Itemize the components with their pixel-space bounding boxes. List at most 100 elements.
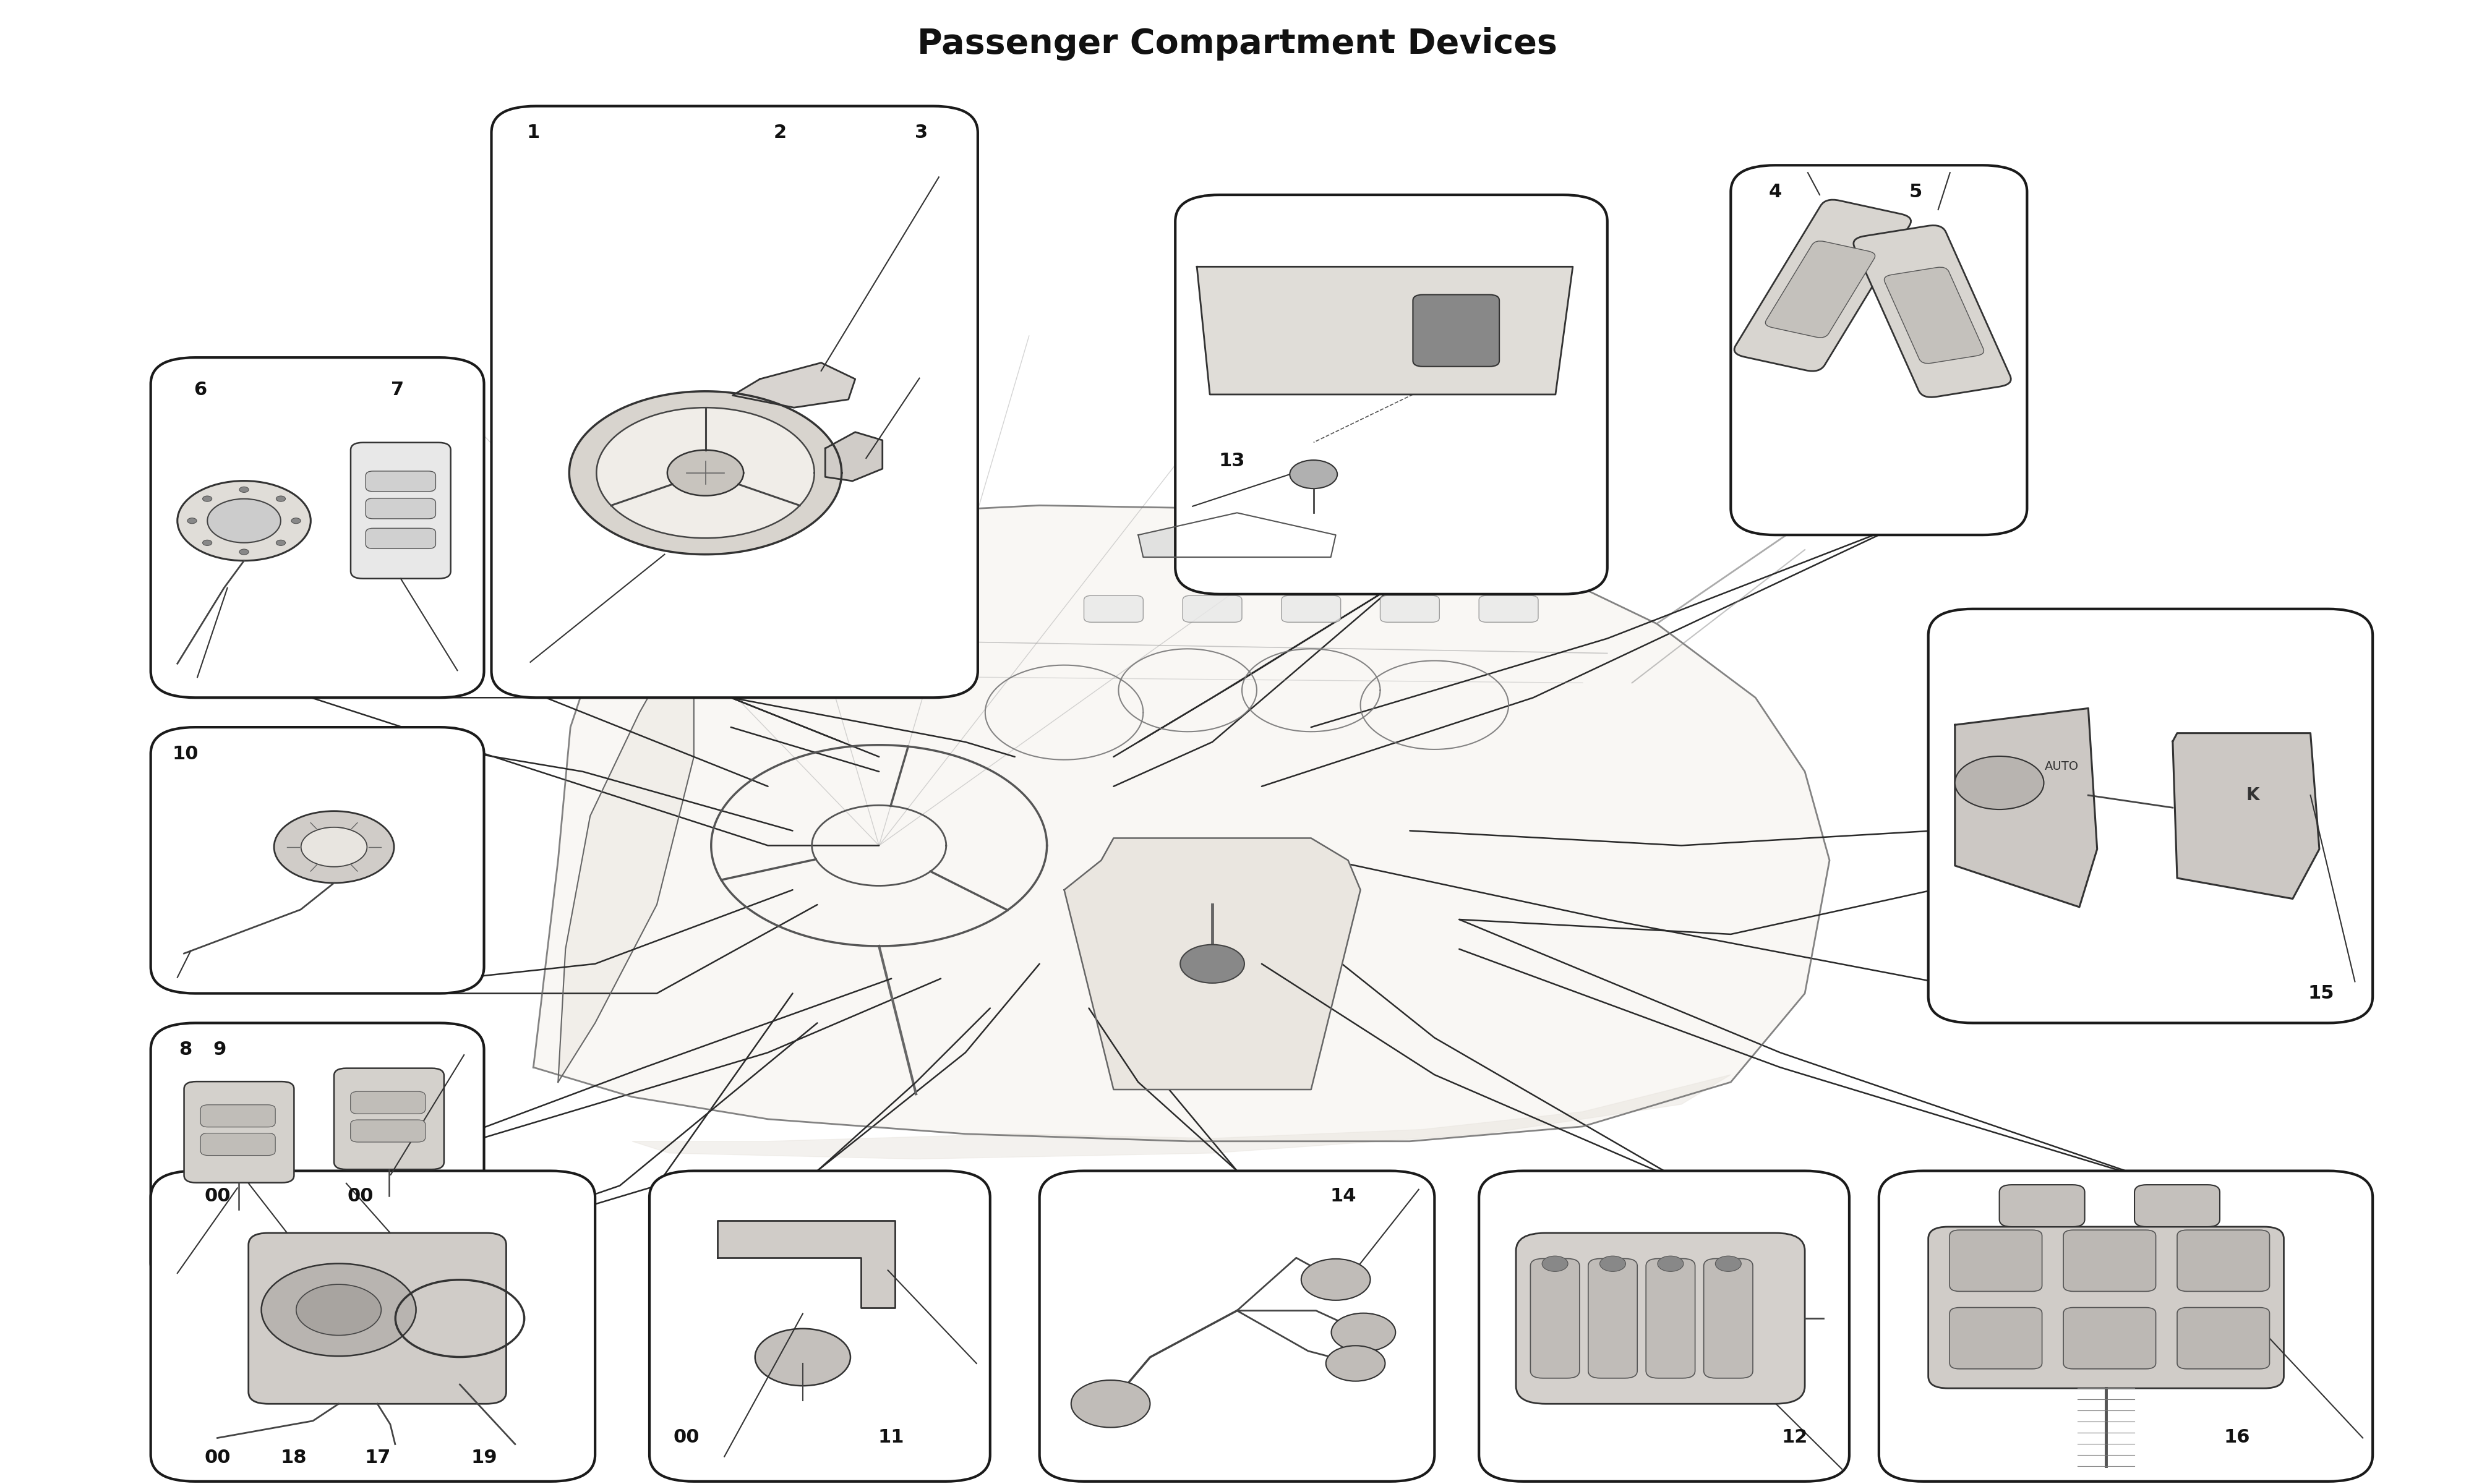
FancyBboxPatch shape	[2063, 1230, 2155, 1291]
Circle shape	[277, 540, 285, 546]
FancyBboxPatch shape	[183, 1082, 294, 1183]
Polygon shape	[732, 362, 856, 408]
Circle shape	[178, 481, 312, 561]
Text: 11: 11	[878, 1428, 905, 1445]
Circle shape	[203, 496, 213, 502]
Text: AUTO: AUTO	[2044, 760, 2078, 772]
Circle shape	[1301, 1258, 1371, 1300]
Polygon shape	[1138, 513, 1336, 556]
Text: K: K	[2246, 787, 2259, 804]
FancyBboxPatch shape	[1039, 1171, 1435, 1481]
FancyBboxPatch shape	[1183, 595, 1242, 622]
FancyBboxPatch shape	[1885, 267, 1984, 364]
FancyBboxPatch shape	[1732, 165, 2026, 534]
Polygon shape	[2172, 733, 2318, 899]
FancyBboxPatch shape	[1588, 1258, 1638, 1379]
Circle shape	[292, 518, 302, 524]
Text: 17: 17	[364, 1448, 391, 1466]
Circle shape	[1326, 1346, 1385, 1382]
Polygon shape	[1954, 708, 2098, 907]
FancyBboxPatch shape	[1999, 1184, 2086, 1227]
FancyBboxPatch shape	[2177, 1230, 2269, 1291]
FancyBboxPatch shape	[1479, 595, 1539, 622]
Text: 13: 13	[1220, 453, 1244, 470]
FancyBboxPatch shape	[1734, 200, 1910, 371]
Circle shape	[1331, 1313, 1395, 1352]
FancyBboxPatch shape	[366, 470, 435, 491]
Text: 9: 9	[213, 1040, 228, 1058]
Text: 5: 5	[1910, 183, 1922, 200]
FancyBboxPatch shape	[1531, 1258, 1578, 1379]
Text: 6: 6	[193, 381, 208, 399]
Polygon shape	[559, 638, 693, 1082]
FancyBboxPatch shape	[1175, 194, 1608, 594]
FancyBboxPatch shape	[1380, 595, 1440, 622]
Circle shape	[262, 1263, 416, 1356]
FancyBboxPatch shape	[648, 1171, 990, 1481]
Text: 8: 8	[178, 1040, 193, 1058]
FancyBboxPatch shape	[1479, 1171, 1848, 1481]
Text: 00: 00	[205, 1187, 230, 1205]
FancyBboxPatch shape	[200, 1104, 275, 1126]
FancyBboxPatch shape	[1950, 1307, 2041, 1368]
Text: 16: 16	[2224, 1428, 2249, 1445]
FancyBboxPatch shape	[151, 1171, 596, 1481]
Text: 00: 00	[205, 1448, 230, 1466]
Circle shape	[755, 1328, 851, 1386]
Text: 12: 12	[1781, 1428, 1808, 1445]
FancyBboxPatch shape	[1084, 595, 1143, 622]
Circle shape	[1954, 757, 2044, 809]
FancyBboxPatch shape	[1282, 595, 1341, 622]
Circle shape	[188, 518, 198, 524]
Circle shape	[203, 540, 213, 546]
Circle shape	[240, 487, 250, 493]
Circle shape	[208, 499, 280, 543]
Polygon shape	[596, 408, 814, 539]
Text: 19: 19	[470, 1448, 497, 1466]
FancyBboxPatch shape	[351, 442, 450, 579]
Circle shape	[1714, 1255, 1742, 1272]
Text: 4: 4	[1769, 183, 1781, 200]
FancyBboxPatch shape	[1950, 1230, 2041, 1291]
FancyBboxPatch shape	[1878, 1171, 2373, 1481]
Text: 3: 3	[915, 123, 928, 141]
Circle shape	[1180, 945, 1244, 982]
Circle shape	[302, 827, 366, 867]
FancyBboxPatch shape	[1517, 1233, 1806, 1404]
Circle shape	[1071, 1380, 1150, 1428]
FancyBboxPatch shape	[1705, 1258, 1754, 1379]
Circle shape	[1601, 1255, 1625, 1272]
Circle shape	[277, 496, 285, 502]
Polygon shape	[1064, 838, 1361, 1089]
Text: 2: 2	[774, 123, 787, 141]
Polygon shape	[569, 392, 841, 555]
Text: 7: 7	[391, 381, 403, 399]
FancyBboxPatch shape	[1645, 1258, 1695, 1379]
Circle shape	[297, 1284, 381, 1336]
Text: 10: 10	[173, 745, 198, 763]
Text: 00: 00	[346, 1187, 374, 1205]
Text: 15: 15	[2308, 984, 2333, 1002]
FancyBboxPatch shape	[1927, 608, 2373, 1022]
FancyBboxPatch shape	[351, 1120, 426, 1143]
FancyBboxPatch shape	[334, 1068, 443, 1169]
FancyBboxPatch shape	[151, 358, 485, 697]
FancyBboxPatch shape	[366, 499, 435, 519]
Polygon shape	[633, 1074, 1732, 1159]
FancyBboxPatch shape	[2177, 1307, 2269, 1368]
FancyBboxPatch shape	[151, 727, 485, 993]
Text: 18: 18	[280, 1448, 307, 1466]
FancyBboxPatch shape	[2063, 1307, 2155, 1368]
FancyBboxPatch shape	[1853, 226, 2011, 398]
Polygon shape	[668, 450, 745, 496]
FancyBboxPatch shape	[1413, 295, 1499, 367]
Text: Passenger Compartment Devices: Passenger Compartment Devices	[918, 27, 1556, 61]
FancyBboxPatch shape	[200, 1134, 275, 1156]
Text: 1: 1	[527, 123, 539, 141]
Polygon shape	[534, 506, 1828, 1141]
FancyBboxPatch shape	[492, 105, 977, 697]
FancyBboxPatch shape	[1766, 240, 1875, 338]
FancyBboxPatch shape	[247, 1233, 507, 1404]
Text: 00: 00	[673, 1428, 700, 1445]
FancyBboxPatch shape	[2135, 1184, 2219, 1227]
